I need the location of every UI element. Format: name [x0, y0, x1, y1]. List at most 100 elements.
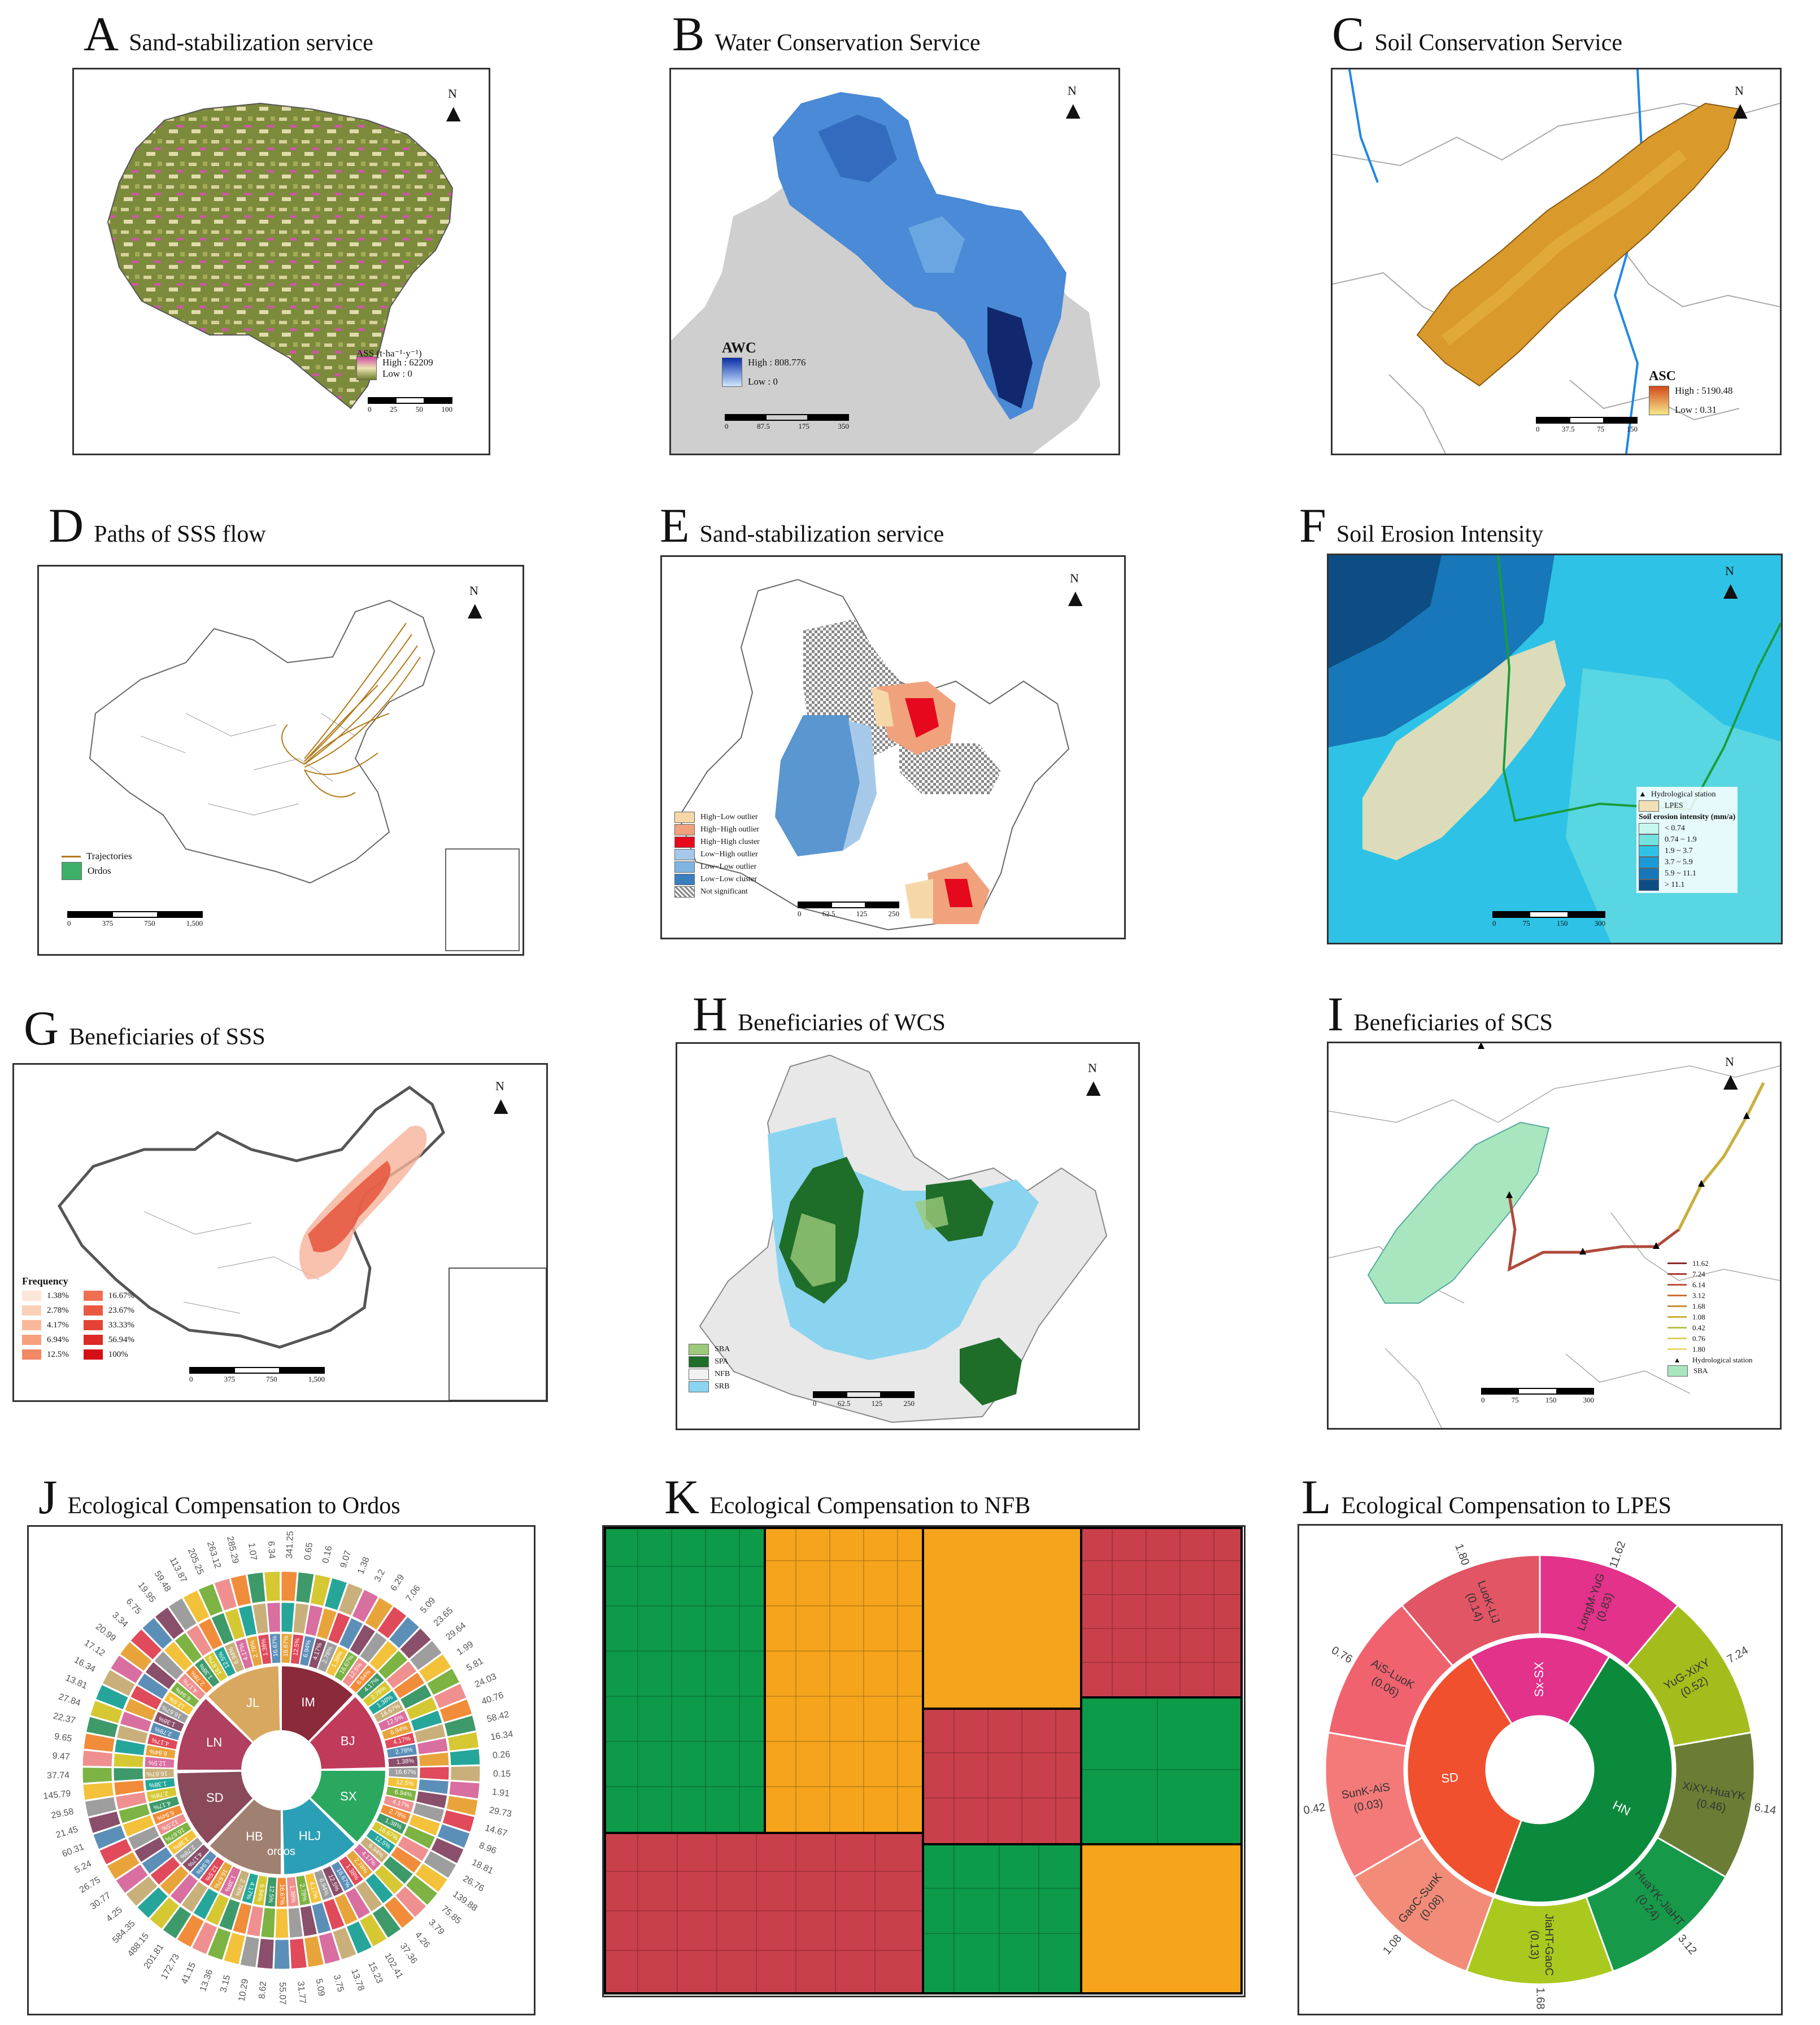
north-arrow-icon: N ▲	[1718, 564, 1743, 604]
sunburst-outer-value: 29.64	[444, 1621, 468, 1642]
sunburst-outer-value: 27.84	[57, 1692, 81, 1708]
sunburst-outer-segment	[211, 1612, 234, 1645]
sunburst-outer-segment	[176, 1914, 204, 1948]
sunburst-outer-value: 488.15	[126, 1931, 151, 1959]
panel-a-map: N ▲ ASS (t·ha⁻¹·y⁻¹) High : 62209 Low : 0 …	[72, 68, 490, 455]
panel-c-title: C Soil Conservation Service	[1332, 6, 1622, 62]
segment-number: 1.68	[1534, 1988, 1547, 2010]
sunburst-outer-segment	[85, 1716, 119, 1738]
sunburst-outer-segment	[119, 1641, 153, 1672]
sunburst-outer-value: 3.75	[332, 1974, 346, 1993]
legend-item: High−High outlier	[700, 825, 759, 834]
sunburst-outer-segment	[359, 1631, 387, 1663]
legend-item: 56.94%	[108, 1335, 134, 1344]
panel-b-map: N ▲ AWC High : 808.776 Low : 0 0 87.5 175 350	[669, 68, 1120, 455]
legend-item: 1.38%	[47, 1291, 69, 1300]
sunburst-outer-value: 1.99	[455, 1640, 475, 1657]
sunburst-outer-segment	[149, 1896, 180, 1930]
sunburst-percentage-label: 16.67%	[282, 1635, 290, 1657]
sunburst-outer-segment	[246, 1905, 264, 1937]
sunburst-outer-segment	[365, 1872, 394, 1904]
sunburst-outer-value: 5.09	[419, 1596, 437, 1615]
sunburst-outer-segment	[418, 1653, 452, 1683]
sunburst-outer-segment	[349, 1664, 377, 1694]
sunburst-outer-value: 4.26	[413, 1930, 432, 1950]
sunburst-outer-segment	[148, 1796, 180, 1814]
sunburst-outer-segment	[99, 1838, 133, 1865]
sunburst-inner-label: HLJ	[299, 1828, 321, 1843]
lisa-cluster-map	[678, 578, 1070, 931]
sunburst-outer-segment	[281, 1602, 295, 1633]
panel-e-map: N ▲ High−Low outlier High−High outlier Hi…	[660, 555, 1126, 939]
legend-item: Hydrological station	[1651, 790, 1716, 799]
sunburst-inner-label: JL	[246, 1696, 259, 1710]
sunburst-outer-segment	[190, 1850, 217, 1880]
sunburst-outer-segment	[159, 1865, 190, 1896]
sunburst-outer-segment	[116, 1724, 149, 1744]
sunburst-outer-segment	[346, 1849, 373, 1879]
sunburst-outer-segment	[419, 1766, 450, 1780]
legend-item: 100%	[108, 1349, 128, 1359]
panel-title-text: Beneficiaries of SCS	[1353, 1010, 1553, 1036]
legend-item: High−Low outlier	[700, 813, 758, 821]
sunburst-outer-segment	[316, 1608, 337, 1640]
sunburst-outer-value: 13.36	[198, 1968, 215, 1993]
sunburst-outer-segment	[113, 1753, 144, 1768]
sunburst-percentage-label: 1.38%	[149, 1780, 167, 1788]
sunburst-percentage-label: 2.78%	[298, 1883, 308, 1902]
sunburst-outer-value: 201.81	[142, 1943, 166, 1971]
sunburst-outer-segment	[252, 1875, 268, 1906]
legend-item: 2.78%	[47, 1305, 69, 1315]
sunburst-outer-value: 172.73	[159, 1952, 181, 1981]
sunburst-outer-segment	[246, 1635, 263, 1667]
sunburst-outer-segment	[377, 1650, 408, 1680]
panel-title-text: Ecological Compensation to NFB	[709, 1493, 1031, 1519]
sunburst-outer-value: 21.45	[55, 1824, 79, 1840]
sunburst-outer-value: 37.74	[47, 1771, 70, 1781]
panel-f-map: N ▲ ▲ Hydrological station LPES Soil erosi…	[1327, 554, 1783, 944]
sunburst-outer-segment	[299, 1905, 318, 1937]
sunburst-outer-segment	[293, 1602, 310, 1634]
sunburst-outer-segment	[198, 1583, 224, 1617]
sunburst-outer-segment	[198, 1618, 223, 1651]
treemap-block-green-1	[605, 1528, 765, 1833]
sunburst-outer-segment	[397, 1835, 430, 1862]
north-arrow-icon: N ▲	[1728, 84, 1753, 124]
sunburst-percentage-label: 16.67%	[395, 1769, 416, 1776]
sunburst-outer-segment	[163, 1641, 193, 1672]
legend-item: SRB	[715, 1382, 730, 1391]
panel-h-title: H Beneficiaries of WCS	[693, 986, 946, 1042]
sunburst-outer-segment	[269, 1633, 281, 1664]
sunburst-outer-segment	[203, 1651, 228, 1683]
sunburst-outer-segment	[449, 1780, 480, 1799]
sunburst-percentage-label: 12.5%	[148, 1759, 166, 1767]
legend-item: Low−Low cluster	[700, 875, 757, 883]
treemap-block-red-3	[1081, 1528, 1242, 1697]
legend-low: Low : 0	[382, 368, 412, 379]
sunburst-outer-segment	[137, 1673, 169, 1700]
panel-letter: E	[660, 498, 690, 552]
treemap-block-red-2	[923, 1709, 1081, 1844]
sunburst-hole	[1486, 1716, 1593, 1823]
legend-item: SPA	[715, 1357, 729, 1366]
sunburst-outer-value: 8.96	[478, 1841, 498, 1856]
sunburst-outer-segment	[119, 1711, 153, 1732]
sunburst-outer-segment	[322, 1865, 345, 1897]
sunburst-outer-segment	[387, 1755, 419, 1768]
sunburst-outer-value: 285.29	[225, 1535, 240, 1565]
sunburst-outer-value: 3.2	[373, 1568, 387, 1584]
sunburst-inner-label: LN	[206, 1735, 222, 1749]
sunburst-outer-segment	[230, 1574, 252, 1607]
sunburst-outer-segment	[256, 1938, 275, 1970]
sunburst-inner-label: Sx-SX	[1532, 1662, 1546, 1697]
sunburst-outer-segment	[408, 1814, 441, 1836]
sunburst-outer-segment	[185, 1625, 213, 1657]
legend-item: 4.17%	[47, 1320, 69, 1330]
sunburst-outer-segment	[349, 1624, 376, 1656]
panel-l-chart: LongM-YuG (0.83) 11.62 YuG-XiXY (0.52) 7.24 Xi…	[1297, 1524, 1783, 2015]
sunburst-outer-segment	[413, 1723, 446, 1743]
sunburst-outer-segment	[386, 1743, 417, 1758]
sunburst-outer-segment	[182, 1589, 210, 1623]
panel-h-legend: SBA SPA NFB SRB	[689, 1343, 730, 1393]
segment-number: 3.12	[1675, 1932, 1699, 1957]
